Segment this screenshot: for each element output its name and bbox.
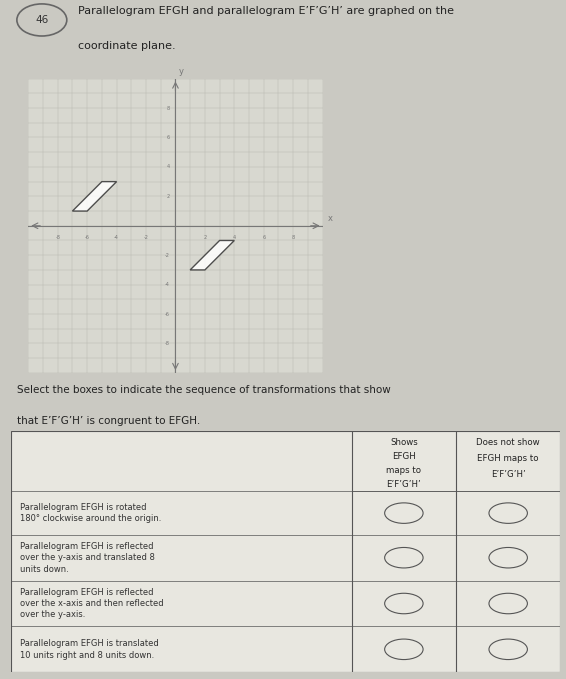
Text: that E’F’G’H’ is congruent to EFGH.: that E’F’G’H’ is congruent to EFGH. (17, 416, 200, 426)
Polygon shape (190, 240, 234, 270)
Text: Parallelogram EFGH is translated
10 units right and 8 units down.: Parallelogram EFGH is translated 10 unit… (20, 639, 158, 659)
Text: 4: 4 (233, 235, 236, 240)
Text: Shows: Shows (390, 439, 418, 447)
Text: 46: 46 (35, 15, 49, 25)
Text: 2: 2 (166, 194, 170, 199)
Text: EFGH: EFGH (392, 452, 416, 461)
Text: y: y (178, 67, 183, 76)
Text: E’F’G’H’: E’F’G’H’ (387, 480, 421, 490)
Text: -8: -8 (165, 341, 170, 346)
Text: -8: -8 (55, 235, 60, 240)
Text: Select the boxes to indicate the sequence of transformations that show: Select the boxes to indicate the sequenc… (17, 386, 391, 395)
Text: maps to: maps to (387, 466, 421, 475)
Text: Parallelogram EFGH is reflected
over the y-axis and translated 8
units down.: Parallelogram EFGH is reflected over the… (20, 542, 155, 574)
Text: Parallelogram EFGH is reflected
over the x-axis and then reflected
over the y-ax: Parallelogram EFGH is reflected over the… (20, 587, 163, 619)
Text: EFGH maps to: EFGH maps to (478, 454, 539, 463)
Text: Parallelogram EFGH and parallelogram E’F’G’H’ are graphed on the: Parallelogram EFGH and parallelogram E’F… (78, 5, 454, 16)
Text: 6: 6 (262, 235, 265, 240)
Text: -4: -4 (165, 282, 170, 287)
Text: 8: 8 (291, 235, 295, 240)
Polygon shape (72, 181, 117, 211)
Text: coordinate plane.: coordinate plane. (78, 41, 175, 52)
Text: E’F’G’H’: E’F’G’H’ (491, 470, 526, 479)
Text: -4: -4 (114, 235, 119, 240)
Text: -6: -6 (165, 312, 170, 316)
Text: -2: -2 (144, 235, 148, 240)
Text: 2: 2 (203, 235, 207, 240)
Text: -2: -2 (165, 253, 170, 258)
Text: Parallelogram EFGH is rotated
180° clockwise around the origin.: Parallelogram EFGH is rotated 180° clock… (20, 503, 161, 524)
Text: Does not show: Does not show (477, 439, 540, 447)
Text: 6: 6 (166, 135, 170, 140)
Text: x: x (328, 214, 332, 223)
Text: 8: 8 (166, 105, 170, 111)
Text: 4: 4 (166, 164, 170, 169)
Text: -6: -6 (85, 235, 89, 240)
